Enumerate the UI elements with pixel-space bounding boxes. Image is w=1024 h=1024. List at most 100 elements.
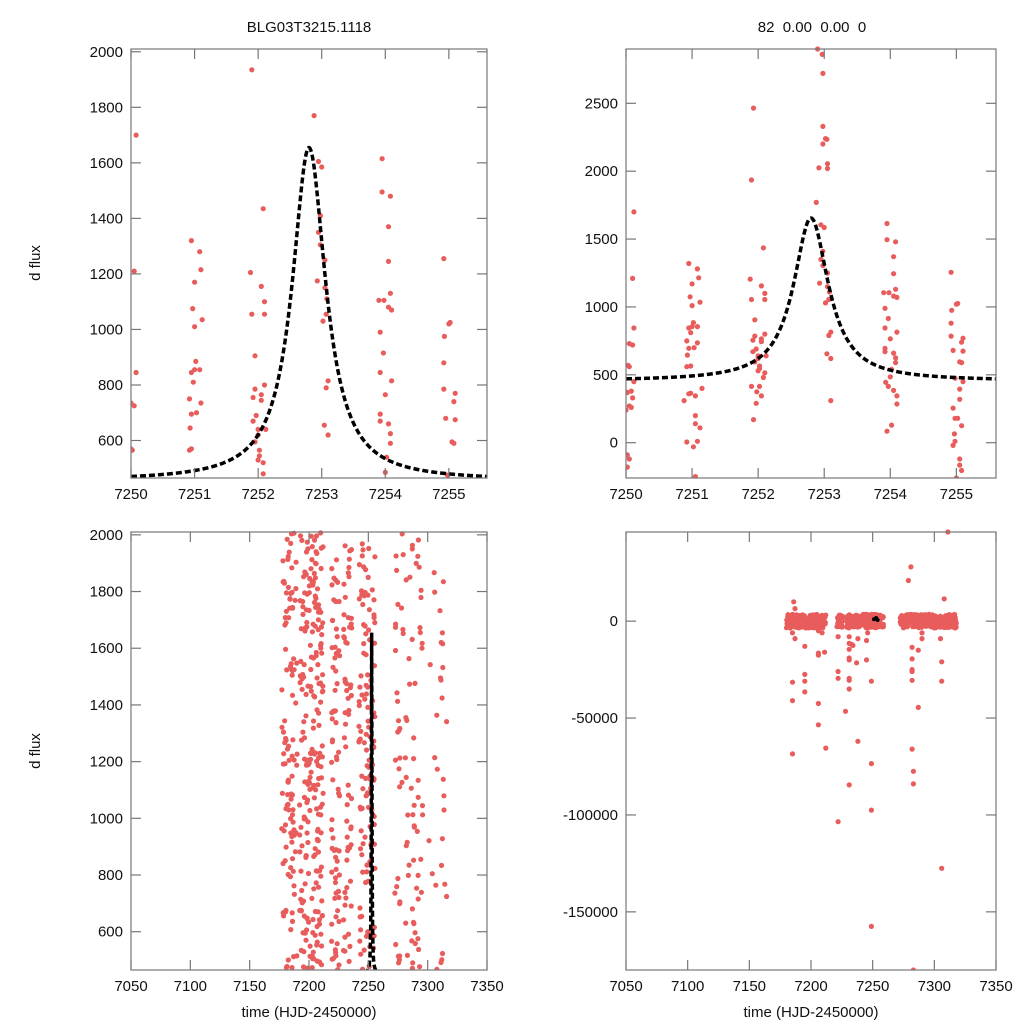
data-point [294,660,300,666]
data-point [789,698,796,704]
data-point [915,647,921,653]
data-point [294,953,300,959]
data-point [304,915,310,921]
data-point [310,949,316,955]
data-point [133,132,139,138]
data-point [281,913,287,919]
data-point [762,290,768,296]
data-point [439,630,445,636]
data-point [415,777,421,783]
data-point [868,624,874,630]
data-point [941,596,947,602]
data-point [315,909,321,915]
data-point [305,839,311,846]
data-point [347,943,353,950]
data-point [802,643,808,649]
data-point [301,816,307,822]
data-point [306,919,312,925]
data-point [360,869,366,875]
data-point [348,903,354,909]
data-point [385,421,392,427]
data-point [694,438,701,444]
data-point [810,625,817,631]
data-point [256,453,262,459]
data-point [846,782,852,788]
data-point [948,269,954,275]
data-point [409,965,415,970]
data-point [699,385,705,391]
data-point [358,828,364,834]
data-point [441,360,447,366]
data-point [802,689,808,695]
data-point [409,636,415,643]
data-point [341,917,347,923]
data-point [364,792,370,798]
plot-area [279,530,450,970]
data-point [395,729,401,735]
data-point [694,324,701,330]
data-point [279,687,285,693]
data-point [747,276,753,282]
data-point [357,938,363,944]
data-point [884,220,890,227]
data-point [356,596,362,602]
data-point [948,333,954,339]
data-point [298,947,304,954]
data-point [684,352,691,358]
data-point [910,967,916,970]
data-point [299,686,305,693]
data-point [403,774,409,781]
data-point [309,965,315,970]
data-point [395,698,401,704]
data-point [342,934,348,940]
data-point [356,737,362,744]
data-point [792,620,798,626]
data-point [366,607,372,613]
data-point [186,396,193,402]
data-point [955,415,961,421]
data-point [250,418,256,424]
data-point [417,629,423,636]
data-point [883,379,889,385]
data-point [308,688,314,694]
data-point [289,668,295,674]
data-point [889,422,895,428]
data-point [862,616,868,623]
data-point [412,930,418,936]
data-point [314,278,320,284]
data-point [312,846,318,852]
data-point [318,699,324,705]
data-point [934,620,940,626]
data-point [429,871,435,877]
data-point [886,290,892,296]
data-point [335,967,341,970]
data-point [320,620,326,626]
data-point [314,958,320,964]
plot-frame [625,531,997,971]
data-point [359,692,365,698]
data-point [416,946,422,953]
data-point [315,782,321,788]
data-point [345,570,351,576]
data-point [325,378,331,384]
data-point [308,684,314,690]
data-point [357,914,363,920]
data-point [372,554,378,560]
data-point [311,795,317,801]
data-point [303,625,309,631]
data-point [402,755,408,761]
data-point [441,807,447,813]
data-point [392,757,399,763]
data-point [303,691,309,698]
data-point [377,418,383,424]
data-point [312,932,318,938]
data-point [288,865,294,871]
data-point [412,940,418,947]
data-point [959,360,965,366]
data-point [253,412,259,419]
data-point [314,675,320,681]
data-point [343,895,349,901]
data-point [400,626,406,633]
data-point [359,773,365,779]
data-point [868,761,875,767]
